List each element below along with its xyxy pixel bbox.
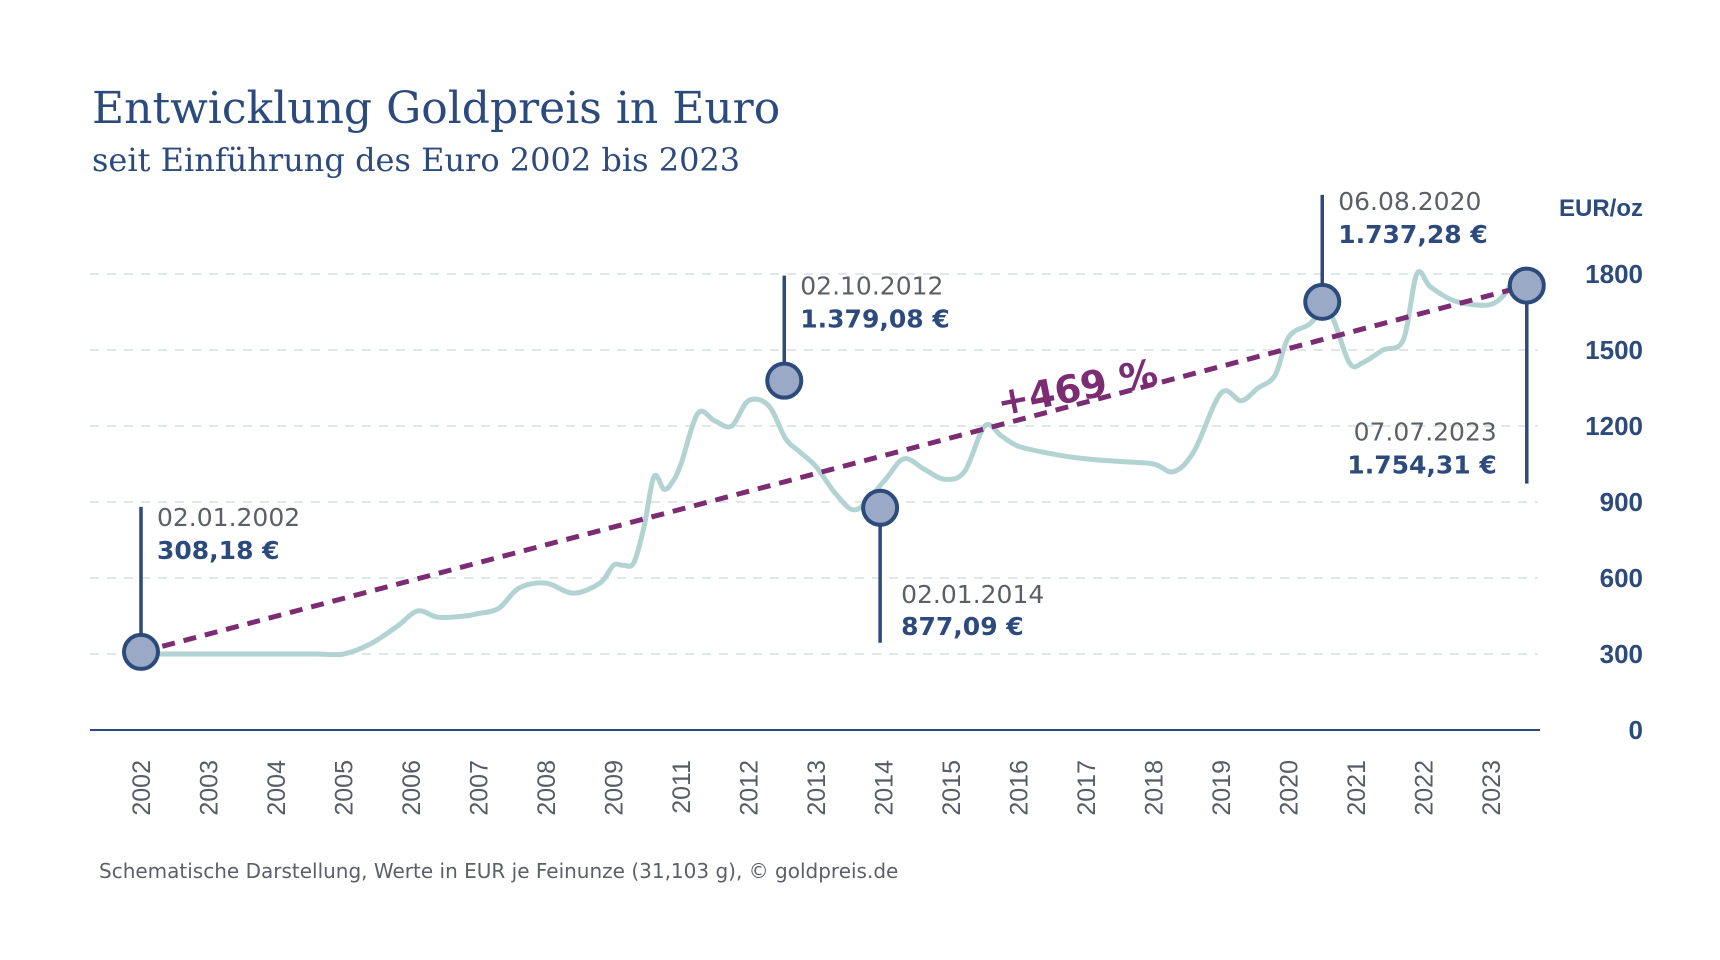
x-tick-label: 2003 [196, 760, 224, 816]
annotation-date: 06.08.2020 [1338, 187, 1481, 216]
y-tick-label: 900 [1600, 487, 1643, 517]
x-tick-label: 2019 [1208, 760, 1236, 816]
annotation-date: 02.10.2012 [800, 272, 943, 301]
y-tick-label: 1800 [1585, 259, 1643, 289]
annotation-4: 06.08.2020 1.737,28 € [1303, 187, 1488, 321]
x-tick-label: 2016 [1006, 760, 1034, 816]
x-tick-label: 2015 [938, 760, 966, 816]
annotation-3: 02.01.2014 877,09 € [861, 488, 1044, 643]
annotation-value: 1.754,31 € [1347, 451, 1496, 480]
y-tick-label: 600 [1600, 563, 1643, 593]
annotation-5: 07.07.2023 1.754,31 € [1347, 266, 1546, 484]
y-tick-label: 1200 [1585, 411, 1643, 441]
trend-line-layer [140, 283, 1528, 655]
x-tick-label: 2023 [1478, 760, 1506, 816]
x-tick-label: 2021 [1343, 760, 1371, 816]
x-tick-label: 2020 [1276, 760, 1304, 816]
price-series-line [138, 269, 1531, 658]
annotation-date: 07.07.2023 [1354, 418, 1497, 447]
x-tick-label: 2012 [736, 760, 764, 816]
x-tick-label: 2018 [1141, 760, 1169, 816]
y-tick-label: 1500 [1585, 335, 1643, 365]
x-axis-ticks: 2002 2003 2004 2005 2006 2007 2008 2009 2011 2012… [128, 760, 1506, 816]
annotation-1: 02.01.2002 308,18 € [122, 503, 300, 671]
annotation-marker [861, 488, 900, 527]
x-tick-label: 2014 [871, 760, 899, 816]
x-tick-label: 2013 [803, 760, 831, 816]
y-axis-ticks: 0 300 600 900 1200 1500 1800 [1585, 259, 1643, 745]
annotation-value: 308,18 € [157, 536, 280, 565]
x-tick-label: 2009 [601, 760, 629, 816]
growth-percentage-label: +469 % [993, 351, 1161, 425]
annotation-2: 02.10.2012 1.379,08 € [765, 272, 950, 400]
x-tick-label: 2017 [1073, 760, 1101, 816]
y-tick-label: 0 [1629, 715, 1643, 745]
annotation-value: 877,09 € [901, 612, 1024, 641]
annotation-marker [1303, 282, 1342, 321]
chart-title: Entwicklung Goldpreis in Euro [92, 83, 780, 134]
annotation-marker [1507, 266, 1546, 305]
annotation-date: 02.01.2002 [157, 503, 300, 532]
x-tick-label: 2008 [533, 760, 561, 816]
footnote: Schematische Darstellung, Werte in EUR j… [99, 859, 898, 883]
price-line-layer [138, 269, 1531, 658]
annotation-marker [765, 361, 804, 400]
x-tick-label: 2005 [331, 760, 359, 816]
annotation-value: 1.379,08 € [800, 305, 949, 334]
x-tick-label: 2011 [668, 760, 696, 814]
annotation-marker [122, 632, 160, 671]
x-tick-label: 2002 [128, 760, 156, 816]
chart-subtitle: seit Einführung des Euro 2002 bis 2023 [92, 141, 740, 179]
annotation-date: 02.01.2014 [901, 580, 1044, 609]
x-tick-label: 2006 [398, 760, 426, 816]
x-tick-label: 2022 [1411, 760, 1439, 816]
x-tick-label: 2004 [263, 760, 291, 816]
y-tick-label: 300 [1600, 639, 1643, 669]
trend-line [140, 283, 1528, 655]
x-tick-label: 2007 [466, 760, 494, 816]
y-axis-unit-label: EUR/oz [1559, 195, 1643, 222]
annotation-value: 1.737,28 € [1338, 220, 1487, 249]
